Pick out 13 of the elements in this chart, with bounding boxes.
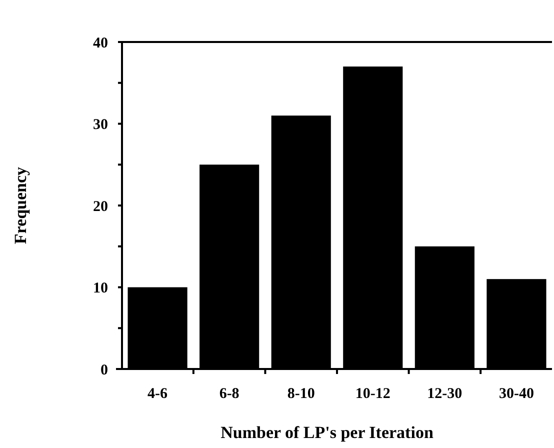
y-tick-label: 10: [93, 280, 108, 296]
x-tick-label: 30-40: [498, 386, 534, 402]
x-axis-title: Number of LP's per Iteration: [220, 423, 434, 442]
x-tick-label: 8-10: [287, 386, 315, 402]
y-axis-title: Frequency: [11, 166, 30, 244]
x-tick-label: 10-12: [355, 386, 390, 402]
x-tick-label: 4-6: [148, 386, 168, 402]
y-tick-label: 20: [93, 198, 108, 215]
y-tick-label: 0: [100, 362, 108, 378]
x-tick-label: 12-30: [427, 386, 462, 402]
y-tick-label: 40: [93, 35, 108, 52]
y-tick-label: 30: [93, 117, 108, 133]
x-tick-label: 6-8: [219, 386, 240, 402]
